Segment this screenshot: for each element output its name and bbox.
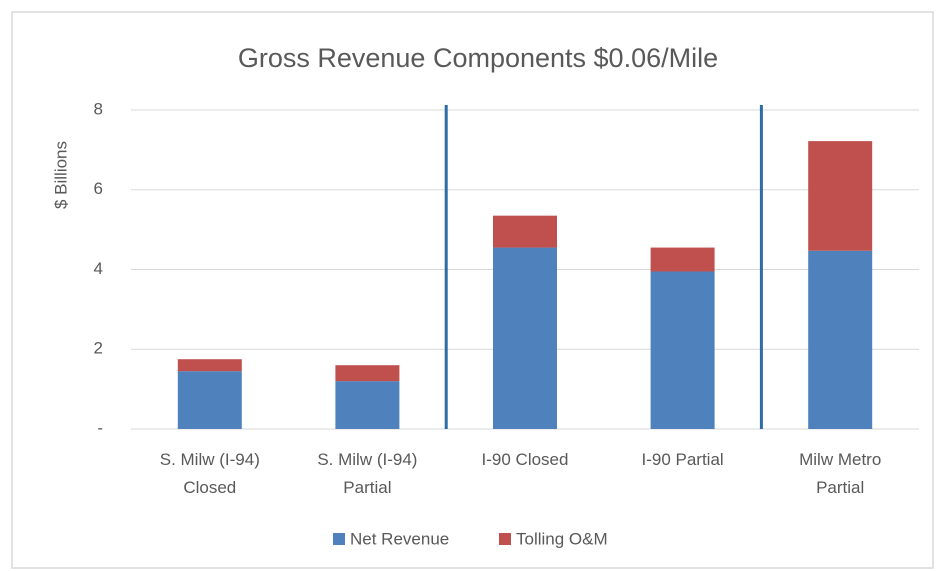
bar-segment: [493, 215, 557, 248]
y-axis-label: $ Billions: [51, 141, 70, 209]
legend-swatch: [333, 533, 345, 545]
bar-segment: [650, 247, 715, 272]
legend-swatch: [499, 533, 511, 545]
x-tick-label: S. Milw (I-94) Partial: [317, 450, 417, 497]
x-tick-label: S. Milw (I-94) Closed: [160, 450, 260, 497]
y-tick-label: 6: [94, 179, 103, 198]
y-tick-label: 8: [94, 99, 103, 118]
bar-segment: [808, 250, 873, 429]
bar-segment: [808, 141, 873, 251]
bar-segment: [177, 359, 242, 372]
bar-segment: [335, 381, 400, 429]
bar-segment: [335, 365, 400, 382]
y-tick-label: 2: [94, 339, 103, 358]
x-tick-label: Milw Metro Partial: [799, 450, 881, 497]
bar-segment: [177, 371, 242, 429]
y-tick-label: 4: [94, 259, 103, 278]
x-tick-label: I-90 Partial: [641, 450, 723, 469]
bar-segment: [650, 271, 715, 429]
bar-segment: [493, 247, 557, 429]
x-tick-label: I-90 Closed: [482, 450, 569, 469]
chart-frame: [11, 11, 934, 569]
chart-title: Gross Revenue Components $0.06/Mile: [238, 43, 718, 73]
y-tick-label: -: [97, 418, 103, 437]
legend-label: Net Revenue: [350, 529, 449, 548]
legend-label: Tolling O&M: [516, 529, 608, 548]
